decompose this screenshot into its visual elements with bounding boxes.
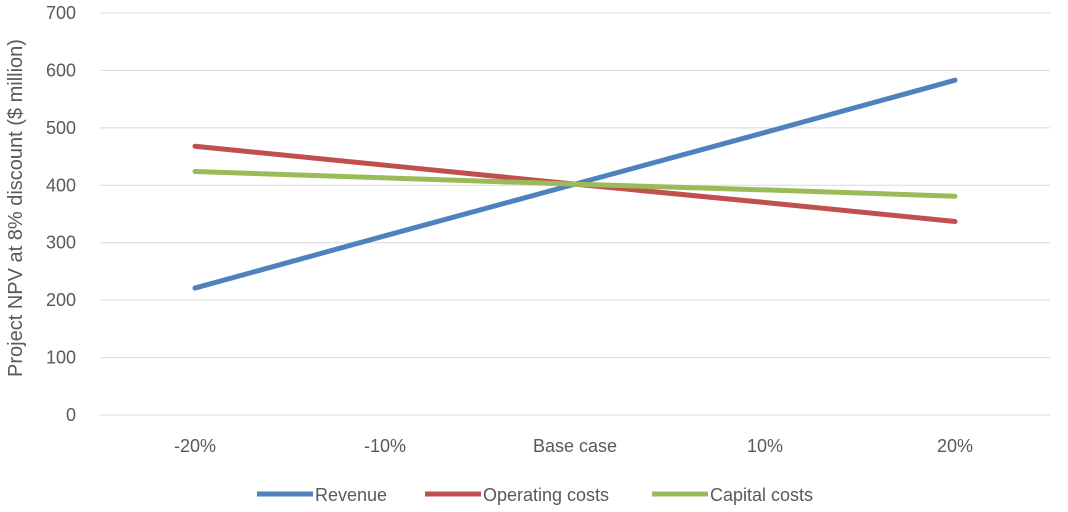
x-tick-label: -20% bbox=[174, 436, 216, 456]
x-tick-label: 10% bbox=[747, 436, 783, 456]
series-line-capital-costs bbox=[192, 169, 958, 199]
gridlines bbox=[100, 12, 1050, 416]
x-tick-label: -10% bbox=[364, 436, 406, 456]
series-lines bbox=[192, 77, 958, 291]
x-tick-label: Base case bbox=[533, 436, 617, 456]
y-tick-label: 500 bbox=[46, 118, 76, 138]
legend-label: Revenue bbox=[315, 485, 387, 505]
x-axis-ticks: -20% -10% Base case 10% 20% bbox=[174, 436, 973, 456]
legend-item-revenue: Revenue bbox=[257, 485, 387, 505]
y-axis-title: Project NPV at 8% discount ($ million) bbox=[5, 39, 27, 377]
legend-item-operating-costs: Operating costs bbox=[425, 485, 609, 505]
y-tick-label: 300 bbox=[46, 233, 76, 253]
legend-item-capital-costs: Capital costs bbox=[652, 485, 813, 505]
y-tick-label: 0 bbox=[66, 405, 76, 425]
x-tick-label: 20% bbox=[937, 436, 973, 456]
y-tick-label: 100 bbox=[46, 348, 76, 368]
legend: Revenue Operating costs Capital costs bbox=[257, 485, 813, 505]
legend-label: Capital costs bbox=[710, 485, 813, 505]
y-tick-label: 400 bbox=[46, 175, 76, 195]
y-tick-label: 200 bbox=[46, 290, 76, 310]
legend-label: Operating costs bbox=[483, 485, 609, 505]
y-tick-label: 600 bbox=[46, 60, 76, 80]
y-tick-label: 700 bbox=[46, 3, 76, 23]
y-axis-ticks: 0 100 200 300 400 500 600 700 bbox=[46, 3, 76, 425]
